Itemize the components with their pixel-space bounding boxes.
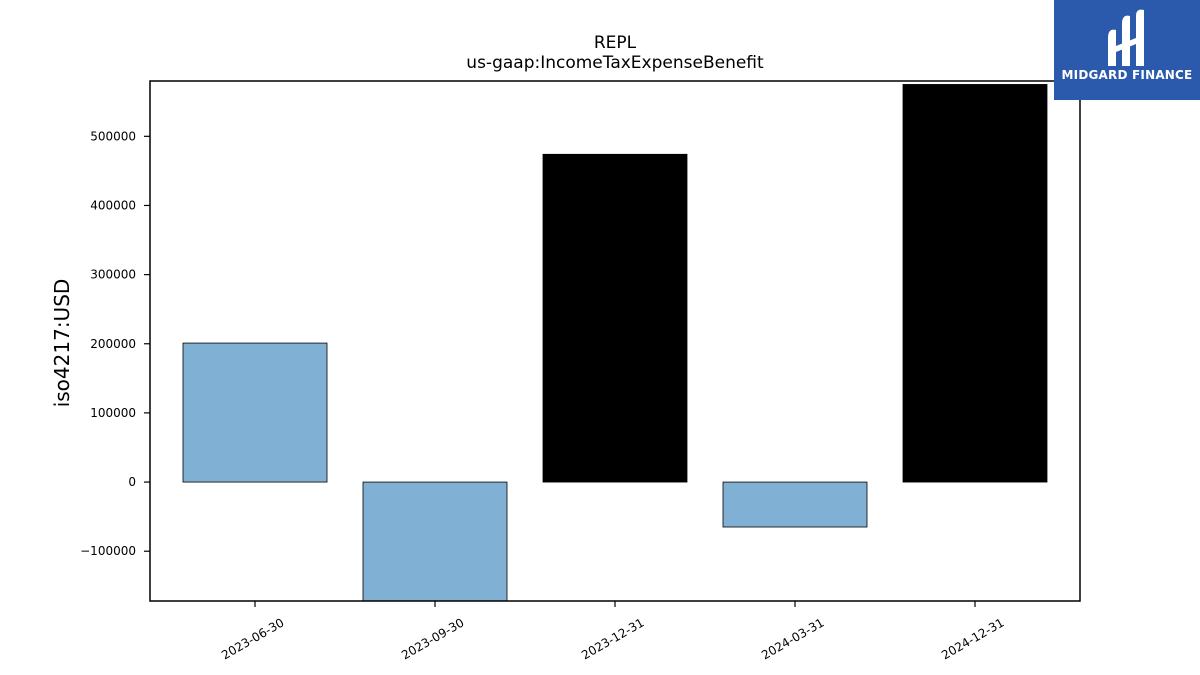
chart-subtitle: us-gaap:IncomeTaxExpenseBenefit — [466, 53, 764, 73]
bar-2023-06-30 — [182, 342, 328, 483]
y-axis-ticks: −100000 0 100000 200000 300000 400000 500000 — [80, 129, 150, 558]
x-tick-label: 2023-12-31 — [579, 615, 646, 662]
bars-group — [182, 84, 1048, 602]
y-tick-label: 0 — [128, 475, 136, 489]
plot-frame — [149, 80, 1081, 602]
x-tick-label: 2023-06-30 — [219, 615, 286, 662]
y-tick-label: 400000 — [90, 198, 136, 212]
y-tick-label: 500000 — [90, 129, 136, 143]
bar-2023-09-30 — [362, 481, 508, 602]
midgard-logo-icon — [1108, 9, 1144, 67]
bar-2024-03-31 — [722, 481, 868, 528]
y-tick-label: 300000 — [90, 268, 136, 282]
chart-title: REPL — [594, 33, 637, 53]
bar-2023-12-31 — [542, 153, 688, 483]
y-tick-label: 200000 — [90, 337, 136, 351]
x-tick-label: 2023-09-30 — [399, 615, 466, 662]
midgard-finance-logo: MIDGARD FINANCE — [1054, 0, 1200, 100]
x-tick-label: 2024-03-31 — [759, 615, 826, 662]
bar-2024-12-31 — [902, 84, 1048, 483]
y-axis-label: iso4217:USD — [50, 279, 74, 408]
y-tick-label: 100000 — [90, 406, 136, 420]
y-tick-label: −100000 — [80, 544, 136, 558]
x-tick-label: 2024-12-31 — [939, 615, 1006, 662]
x-axis-ticks: 2023-06-30 2023-09-30 2023-12-31 2024-03-31… — [219, 601, 1007, 662]
logo-text: MIDGARD FINANCE — [1061, 68, 1193, 82]
